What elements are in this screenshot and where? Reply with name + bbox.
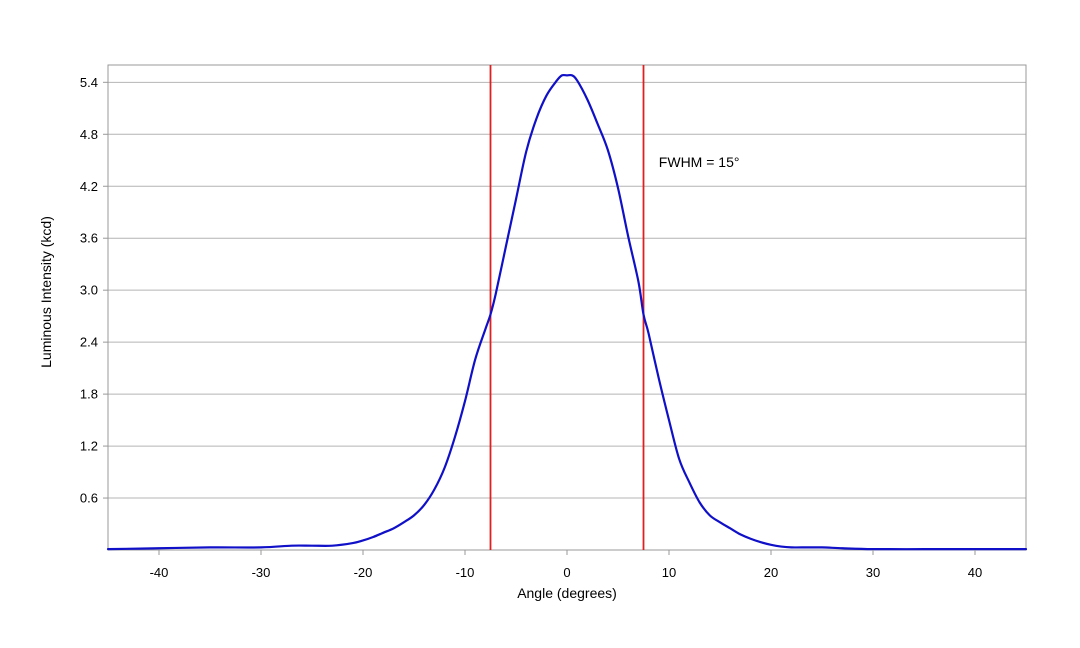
x-tick-label: 0 [563,565,570,580]
x-tick-label: -30 [252,565,271,580]
grid-lines [108,81,1026,499]
x-tick-label: 20 [764,565,778,580]
y-tick-label: 1.8 [80,387,98,402]
x-axis-title: Angle (degrees) [517,585,617,601]
y-tick-label: 5.4 [80,75,98,90]
x-tick-label: -40 [150,565,169,580]
x-tick-label: 10 [662,565,676,580]
annotations: FWHM = 15° [659,154,740,170]
y-tick-label: 1.2 [80,439,98,454]
y-tick-label: 3.6 [80,231,98,246]
x-axis-ticks: -40 -30 -20 -10 0 10 20 30 40 [150,550,982,580]
y-axis-ticks: 0.6 1.2 1.8 2.4 3.0 3.6 4.2 4.8 5.4 [80,75,108,506]
y-axis-title: Luminous Intensity (kcd) [38,216,54,368]
y-tick-label: 4.2 [80,179,98,194]
series-group [106,73,1028,551]
fwhm-annotation: FWHM = 15° [659,154,740,170]
fwhm-marker-lines [489,65,645,550]
x-tick-label: 40 [968,565,982,580]
intensity-curve [106,73,1028,551]
x-tick-label: 30 [866,565,880,580]
y-tick-label: 0.6 [80,491,98,506]
y-tick-label: 4.8 [80,127,98,142]
x-tick-label: -10 [456,565,475,580]
x-tick-label: -20 [354,565,373,580]
y-tick-label: 3.0 [80,283,98,298]
y-tick-label: 2.4 [80,335,98,350]
